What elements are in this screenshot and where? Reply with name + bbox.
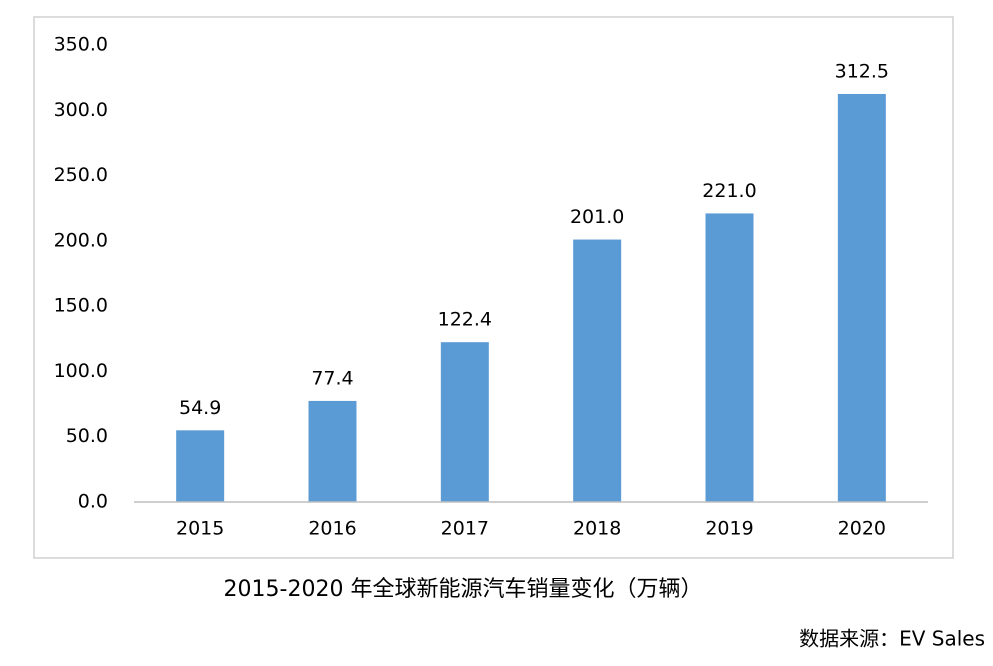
value-label: 122.4 [438, 309, 492, 331]
bar [705, 213, 754, 503]
x-tick-label: 2016 [308, 518, 356, 540]
chart-frame [33, 16, 954, 559]
y-tick-label: 150.0 [54, 295, 108, 317]
bar [440, 342, 489, 502]
value-label: 201.0 [570, 206, 624, 228]
bar [837, 93, 886, 502]
value-label: 77.4 [311, 367, 353, 389]
chart-title: 2015-2020 年全球新能源汽车销量变化（万辆） [224, 577, 703, 602]
bar [308, 400, 357, 502]
y-tick-label: 200.0 [54, 229, 108, 251]
x-tick-label: 2018 [573, 518, 621, 540]
bar [176, 430, 225, 502]
y-tick-label: 0.0 [78, 491, 108, 513]
x-tick-label: 2019 [705, 518, 753, 540]
y-tick-label: 100.0 [54, 360, 108, 382]
value-label: 221.0 [702, 180, 756, 202]
y-tick-label: 50.0 [66, 425, 108, 447]
source-note: 数据来源：EV Sales [799, 627, 985, 651]
value-label: 54.9 [179, 397, 221, 419]
bar [573, 239, 622, 502]
x-tick-label: 2017 [441, 518, 489, 540]
y-tick-label: 250.0 [54, 164, 108, 186]
value-label: 312.5 [835, 60, 889, 82]
x-tick-label: 2020 [838, 518, 886, 540]
y-tick-label: 300.0 [54, 99, 108, 121]
x-tick-label: 2015 [176, 518, 224, 540]
y-tick-label: 350.0 [54, 34, 108, 56]
